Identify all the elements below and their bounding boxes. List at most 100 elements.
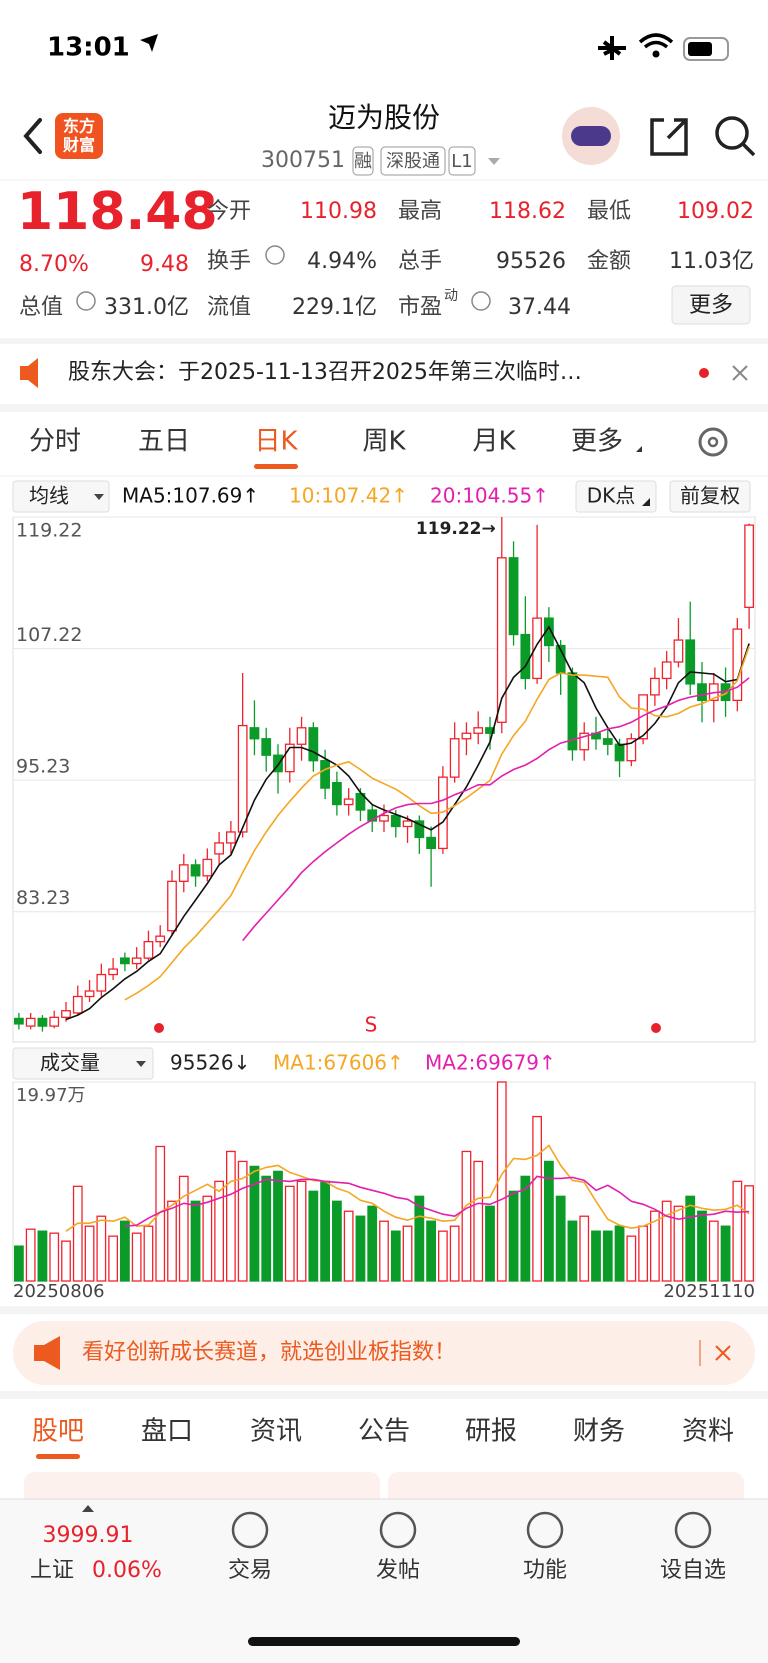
volume-bar xyxy=(520,1175,531,1282)
info-tab[interactable]: 盘口 xyxy=(141,1417,193,1447)
volume-bar xyxy=(72,1185,83,1282)
info-tab[interactable]: 公告 xyxy=(358,1417,410,1447)
candle-body xyxy=(508,557,519,636)
ma-legend: 10:107.42↑ xyxy=(289,484,408,508)
candle-body xyxy=(402,820,413,828)
index-name[interactable]: 上证 xyxy=(30,1558,74,1583)
nav-label[interactable]: 设自选 xyxy=(660,1558,726,1583)
nav-label[interactable]: 交易 xyxy=(228,1558,272,1583)
ma-select[interactable] xyxy=(12,480,110,513)
candle-body xyxy=(273,754,283,773)
index-change[interactable]: 0.06% xyxy=(92,1558,162,1583)
ma-line xyxy=(242,677,750,942)
period-tab[interactable]: 更多 xyxy=(571,427,623,457)
field-value: 4.94% xyxy=(307,249,377,274)
nav-icon[interactable] xyxy=(674,1511,712,1549)
search-button[interactable] xyxy=(715,116,749,150)
volume-select[interactable] xyxy=(12,1047,154,1080)
settings-button[interactable] xyxy=(698,427,728,457)
period-tab[interactable]: 五日 xyxy=(138,427,190,457)
candle-body xyxy=(626,738,637,762)
notice-text[interactable]: 股东大会：于2025-11-13召开2025年第三次临时… xyxy=(68,360,582,385)
share-button[interactable] xyxy=(650,118,688,156)
nav-label[interactable]: 发帖 xyxy=(376,1558,420,1583)
ad-banner[interactable] xyxy=(13,1321,755,1385)
nav-icon[interactable] xyxy=(526,1511,564,1549)
home-indicator xyxy=(248,1637,520,1646)
nav-icon[interactable] xyxy=(231,1511,269,1549)
volume-bar xyxy=(96,1215,107,1282)
ad-close[interactable] xyxy=(715,1345,731,1361)
nav-icon[interactable] xyxy=(379,1511,417,1549)
y-tick-label: 95.23 xyxy=(16,756,70,778)
candle-body xyxy=(237,724,248,833)
candle-body xyxy=(414,820,425,839)
volume-bar xyxy=(697,1210,707,1282)
volume-legend: 95526↓ xyxy=(170,1051,250,1075)
airplane-icon xyxy=(598,36,626,60)
back-button[interactable] xyxy=(23,118,42,154)
wifi-dot xyxy=(652,50,660,58)
period-tab[interactable]: 周K xyxy=(362,427,406,457)
period-tab[interactable]: 分时 xyxy=(29,427,81,457)
field-value: 95526 xyxy=(496,249,566,274)
volume-bar xyxy=(390,1230,401,1282)
volume-select-text[interactable]: 成交量 xyxy=(40,1051,100,1075)
max-price-label: 119.22→ xyxy=(416,519,496,539)
volume-bar xyxy=(543,1160,554,1282)
y-tick-label: 19.97万 xyxy=(16,1085,86,1106)
info-tab[interactable]: 研报 xyxy=(465,1417,517,1447)
info-tab[interactable]: 资料 xyxy=(682,1417,734,1447)
volume-bar xyxy=(237,1160,248,1282)
info-tab[interactable]: 财务 xyxy=(573,1417,625,1447)
volume-bar xyxy=(414,1195,425,1282)
candle-body xyxy=(178,864,189,882)
candle-body xyxy=(167,880,177,932)
stock-title: 迈为股份 xyxy=(328,101,440,134)
info-tab[interactable]: 股吧 xyxy=(32,1417,84,1447)
y-tick-label: 83.23 xyxy=(16,887,70,909)
volume-bar xyxy=(461,1150,472,1282)
candle-body xyxy=(496,557,507,723)
volume-bar xyxy=(744,1185,755,1282)
settings-center xyxy=(707,436,719,448)
index-value[interactable]: 3999.91 xyxy=(43,1523,134,1548)
candle-body xyxy=(390,814,401,828)
candle-body xyxy=(426,836,437,850)
ad-text[interactable]: 看好创新成长赛道，就选创业板指数！ xyxy=(82,1340,456,1365)
volume-bar xyxy=(273,1170,283,1282)
volume-bar xyxy=(178,1175,189,1282)
dk-button-text[interactable]: DK点 xyxy=(587,484,636,508)
dk-button[interactable] xyxy=(575,480,657,513)
more-button-text[interactable]: 更多 xyxy=(689,293,733,318)
ma-legend: 20:104.55↑ xyxy=(430,484,549,508)
ma-select-text[interactable]: 均线 xyxy=(29,484,69,508)
more-button[interactable] xyxy=(671,285,751,325)
candle-body xyxy=(108,968,119,976)
wifi-icon xyxy=(638,33,674,49)
adjust-button[interactable] xyxy=(669,480,751,513)
candle-body xyxy=(331,781,342,806)
candle-body xyxy=(214,842,225,855)
period-tab[interactable]: 月K xyxy=(472,427,516,457)
volume-bar xyxy=(296,1180,307,1282)
candle-body xyxy=(308,727,319,762)
volume-bar xyxy=(379,1220,389,1282)
period-tab[interactable]: 日K xyxy=(254,427,298,457)
volume-bar xyxy=(567,1220,578,1282)
candle-body xyxy=(284,743,295,773)
ma-line xyxy=(124,646,750,1001)
volume-bar xyxy=(555,1195,566,1282)
nav-label[interactable]: 功能 xyxy=(523,1558,567,1583)
candle-body xyxy=(96,973,107,992)
candle-body xyxy=(225,831,236,844)
candle-body xyxy=(473,727,484,734)
adjust-button-text[interactable]: 前复权 xyxy=(680,484,740,508)
field-value: 37.44 xyxy=(508,295,571,320)
speaker-icon[interactable] xyxy=(20,358,38,388)
volume-bar xyxy=(473,1160,484,1282)
notice-close[interactable] xyxy=(732,365,748,381)
info-tab[interactable]: 资讯 xyxy=(250,1417,302,1447)
volume-bar xyxy=(508,1190,519,1282)
field-label: 换手 xyxy=(207,249,251,274)
